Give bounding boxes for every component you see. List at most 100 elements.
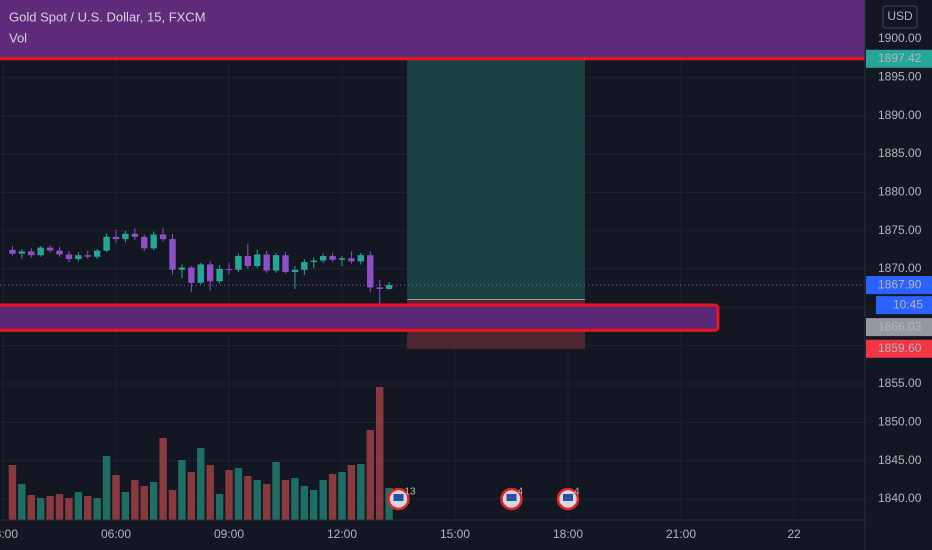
- event-count: 4: [574, 487, 580, 498]
- candle-body: [357, 255, 365, 262]
- volume-bar: [102, 456, 111, 520]
- candle-body: [225, 269, 233, 271]
- y-tick-label: 1855.00: [878, 376, 922, 390]
- volume-bar: [27, 495, 35, 520]
- last-price-label-bg: [866, 276, 932, 295]
- volume-bar: [338, 472, 346, 520]
- event-count: 13: [405, 487, 417, 498]
- volume-bar: [168, 490, 177, 520]
- candle-body: [112, 236, 120, 240]
- candle-body: [159, 234, 167, 240]
- chart-title: Gold Spot / U.S. Dollar, 15, FXCM: [9, 9, 206, 24]
- candle-body: [319, 255, 327, 261]
- volume-bar: [291, 478, 299, 520]
- volume-bar: [18, 484, 26, 520]
- candle-body: [122, 233, 129, 240]
- candle-body: [329, 255, 336, 260]
- candle-body: [178, 267, 186, 270]
- top-band: [0, 0, 865, 59]
- volume-bar: [262, 484, 271, 520]
- event-flag: [506, 494, 517, 501]
- volume-bar: [93, 498, 101, 520]
- y-tick-label: 1895.00: [878, 70, 922, 84]
- event-flag: [393, 494, 404, 501]
- entry-price-label-bg: [866, 318, 932, 337]
- volume-bar: [84, 496, 92, 520]
- candle-body: [282, 255, 289, 273]
- volume-bar: [357, 464, 365, 520]
- volume-bar: [121, 492, 130, 520]
- candle-body: [93, 250, 101, 257]
- volume-bar: [206, 465, 214, 520]
- candle-body: [28, 251, 35, 256]
- candle-body: [310, 260, 317, 263]
- candle-body: [46, 247, 54, 251]
- currency-label: USD: [887, 9, 913, 23]
- countdown-bg: [876, 296, 932, 315]
- x-tick-label: 12:00: [327, 527, 357, 541]
- candle-body: [263, 254, 270, 271]
- candle-body: [131, 233, 139, 237]
- candle-body: [301, 262, 308, 270]
- candle-body: [216, 269, 223, 282]
- y-tick-label: 1875.00: [878, 223, 922, 237]
- volume-bar: [8, 465, 17, 520]
- candle-body: [37, 247, 44, 256]
- volume-bar: [65, 498, 73, 520]
- event-count: 4: [518, 487, 524, 498]
- profit-zone: [407, 58, 585, 300]
- candle-body: [75, 255, 82, 260]
- y-tick-label: 1845.00: [878, 453, 922, 467]
- volume-bar: [187, 472, 196, 520]
- volume-bar: [366, 430, 374, 520]
- candle-body: [254, 254, 261, 266]
- volume-bar: [159, 438, 167, 520]
- currency-button[interactable]: [882, 5, 918, 29]
- candle-body: [291, 269, 299, 273]
- volume-bar: [225, 470, 233, 520]
- volume-bar: [140, 486, 148, 520]
- candle-body: [188, 267, 195, 283]
- candle-body: [235, 255, 242, 270]
- volume-bar: [310, 490, 318, 520]
- candle-body: [150, 234, 157, 249]
- volume-bar: [36, 498, 45, 520]
- stop-price-label: 1859.60: [878, 341, 922, 355]
- volume-bar: [375, 387, 384, 520]
- volume-bar: [281, 480, 290, 520]
- volume-bar: [197, 448, 205, 520]
- zone-rect: [0, 303, 720, 332]
- stop-price-label-bg: [866, 339, 932, 358]
- volume-bar: [178, 460, 186, 520]
- volume-bar: [319, 480, 327, 520]
- volume-bar: [234, 468, 243, 520]
- y-tick-label: 1850.00: [878, 415, 922, 429]
- volume-label: Vol: [9, 30, 27, 45]
- candle-body: [385, 285, 393, 289]
- volume-bar: [244, 476, 252, 520]
- y-tick-label: 1870.00: [878, 261, 922, 275]
- volume-bar: [300, 486, 309, 520]
- volume-bar: [55, 494, 64, 520]
- volume-bar: [347, 465, 356, 520]
- last-price-label: 1867.90: [878, 277, 922, 291]
- candle-body: [18, 251, 26, 254]
- candle-body: [272, 255, 280, 271]
- x-tick-label: 18:00: [553, 527, 583, 541]
- x-tick-label: 09:00: [214, 527, 244, 541]
- candle-body: [84, 255, 91, 257]
- candle-body: [348, 258, 355, 262]
- target-price-label: 1897.42: [878, 51, 922, 65]
- candle-body: [103, 236, 110, 251]
- x-tick-label: 21:00: [666, 527, 696, 541]
- volume-bar: [272, 462, 280, 520]
- candle-body: [244, 255, 252, 266]
- volume-bar: [131, 480, 139, 520]
- y-tick-label: 1840.00: [878, 491, 922, 505]
- candle-body: [338, 258, 346, 260]
- y-tick-label: 1885.00: [878, 146, 922, 160]
- candle-body: [206, 264, 214, 282]
- volume-bar: [112, 475, 120, 520]
- candle-body: [367, 255, 374, 288]
